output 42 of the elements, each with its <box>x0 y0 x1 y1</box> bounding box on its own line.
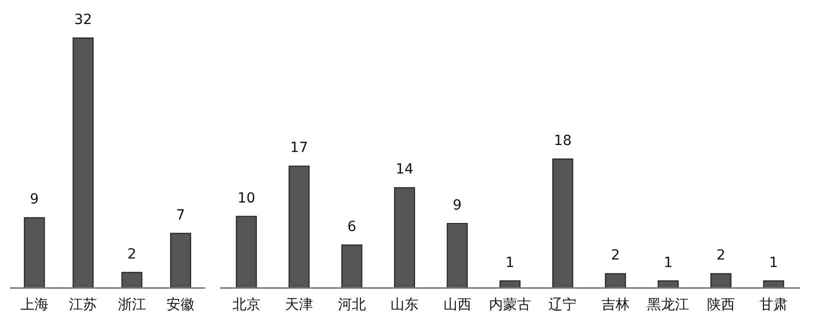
bar <box>604 273 626 288</box>
data-label: 17 <box>290 140 308 156</box>
data-label: 6 <box>347 219 356 235</box>
bar <box>288 166 310 288</box>
x-tick-label: 内蒙古 <box>489 297 531 313</box>
x-tick-label: 山东 <box>390 297 419 313</box>
data-label: 2 <box>716 248 726 264</box>
x-tick-label: 黑龙江 <box>647 297 690 313</box>
x-tick-label: 甘肃 <box>760 297 788 313</box>
bar <box>170 232 192 288</box>
data-label: 2 <box>127 246 136 262</box>
bar <box>72 38 94 288</box>
x-tick-label: 吉林 <box>601 297 630 313</box>
bar <box>341 244 362 288</box>
bar <box>552 158 574 288</box>
data-label: 1 <box>664 254 673 271</box>
data-label: 10 <box>237 190 256 206</box>
bar <box>446 223 468 288</box>
bar <box>710 273 732 288</box>
x-tick-label: 河北 <box>338 297 366 313</box>
data-label: 18 <box>554 133 572 149</box>
data-label: 7 <box>176 207 186 224</box>
data-label: 9 <box>30 192 39 208</box>
x-tick-label: 辽宁 <box>548 297 577 313</box>
x-tick-label: 陕西 <box>706 297 735 313</box>
data-label: 9 <box>452 198 462 214</box>
x-tick-label: 北京 <box>232 297 260 313</box>
bar <box>236 216 257 288</box>
data-label: 32 <box>74 12 92 28</box>
data-label: 1 <box>769 254 778 271</box>
x-tick-label: 江苏 <box>69 297 98 313</box>
bar <box>121 272 142 288</box>
data-label: 1 <box>506 254 514 271</box>
x-tick-label: 天津 <box>285 297 314 313</box>
x-tick-label: 安徽 <box>166 297 195 313</box>
x-tick-label: 浙江 <box>118 297 146 313</box>
data-label: 14 <box>396 162 414 178</box>
x-tick-label: 山西 <box>443 297 472 313</box>
bar <box>24 217 45 288</box>
bar <box>394 187 416 288</box>
x-tick-label: 上海 <box>20 297 48 313</box>
data-label: 2 <box>610 248 620 264</box>
